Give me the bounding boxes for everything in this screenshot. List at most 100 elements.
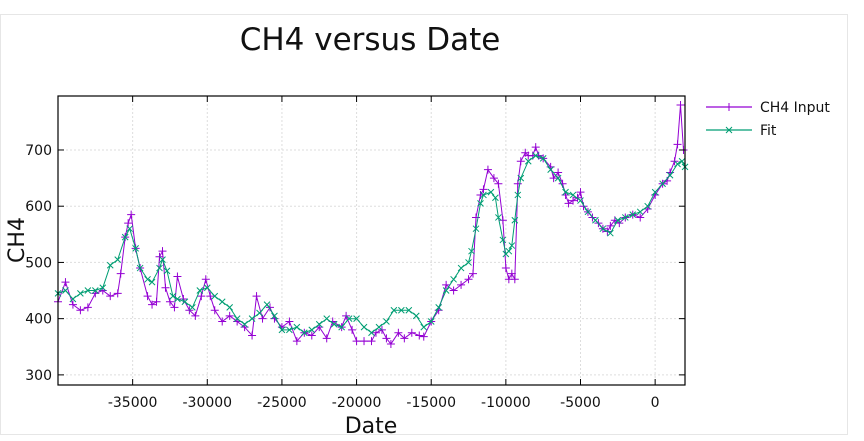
data-point (507, 269, 516, 278)
legend: CH4 Input Fit (706, 100, 830, 139)
data-point (420, 323, 428, 331)
data-point (132, 245, 139, 252)
data-point (480, 191, 487, 199)
data-point (419, 332, 428, 341)
y-tick-label: 300 (25, 368, 52, 384)
data-point (472, 225, 480, 233)
data-point (678, 157, 686, 165)
data-point (252, 292, 261, 301)
data-point (449, 286, 458, 295)
x-tick-label: -20000 (332, 395, 382, 411)
data-point (201, 275, 210, 284)
data-point (394, 328, 403, 337)
data-point (629, 211, 637, 218)
data-point (562, 188, 569, 196)
data-point (368, 329, 375, 337)
data-point (225, 311, 234, 320)
data-point (353, 315, 360, 323)
data-point (127, 210, 136, 219)
data-point (367, 337, 376, 346)
data-point (479, 185, 488, 194)
data-point (532, 152, 540, 159)
data-point (181, 298, 189, 306)
data-point (189, 304, 196, 311)
data-point (99, 284, 107, 292)
data-point (407, 328, 416, 337)
data-point (636, 208, 644, 216)
data-point (489, 174, 498, 183)
data-point (584, 208, 592, 216)
y-axis-label: CH4 (5, 217, 30, 263)
data-point (170, 303, 179, 312)
data-point (196, 287, 204, 294)
data-point (524, 157, 532, 165)
data-point (382, 334, 391, 343)
x-tick-label: 0 (651, 395, 660, 411)
data-point (651, 188, 659, 196)
data-point (352, 337, 361, 346)
plot-border (57, 95, 686, 386)
data-point (659, 180, 666, 188)
legend-marker-plus-icon (725, 103, 733, 111)
data-point (569, 196, 578, 205)
data-point (469, 269, 478, 278)
data-point (554, 174, 562, 182)
data-point (495, 214, 502, 221)
data-point (405, 306, 413, 314)
data-point (666, 171, 674, 179)
data-point (148, 300, 157, 309)
data-point (106, 261, 114, 269)
data-point (468, 247, 475, 255)
data-point (218, 317, 227, 326)
data-point (505, 247, 513, 255)
data-point (510, 275, 519, 284)
data-point (348, 325, 357, 334)
data-point (286, 326, 293, 334)
data-point (360, 323, 368, 331)
data-point (398, 306, 405, 314)
data-point (315, 320, 323, 328)
data-point (197, 292, 206, 301)
data-point (569, 191, 577, 199)
data-point (68, 300, 77, 309)
data-point (554, 168, 563, 177)
data-point (91, 287, 99, 294)
x-tick-label: -5000 (560, 395, 601, 411)
y-tick-label: 600 (25, 199, 52, 215)
data-point (163, 267, 171, 275)
data-point (514, 191, 522, 199)
data-point (248, 331, 257, 340)
series-ch4-input (54, 100, 688, 348)
data-point (174, 295, 181, 303)
data-point (345, 315, 353, 323)
data-point (83, 303, 92, 312)
data-point (62, 287, 69, 294)
data-point (322, 334, 331, 343)
data-point (427, 318, 435, 325)
data-point (592, 216, 599, 224)
data-point (531, 143, 540, 152)
data-point (564, 199, 573, 208)
data-point (338, 323, 345, 331)
data-point (293, 323, 301, 331)
data-point (126, 225, 134, 233)
data-point (576, 188, 585, 197)
data-point (599, 225, 607, 233)
data-point (143, 292, 152, 301)
data-point (285, 317, 294, 326)
data-point (206, 292, 215, 301)
data-point (114, 256, 122, 263)
data-point (61, 278, 70, 287)
data-point (549, 174, 558, 183)
legend-label-input: CH4 Input (760, 100, 830, 116)
data-point (161, 283, 170, 292)
data-point (307, 331, 316, 340)
data-point (415, 331, 424, 340)
x-tick-label: -35000 (108, 395, 158, 411)
x-tick-label: -15000 (406, 395, 456, 411)
x-axis-label: Date (345, 414, 398, 439)
data-point (644, 202, 652, 210)
data-point (614, 216, 622, 224)
data-point (323, 315, 331, 323)
data-point (676, 100, 685, 109)
